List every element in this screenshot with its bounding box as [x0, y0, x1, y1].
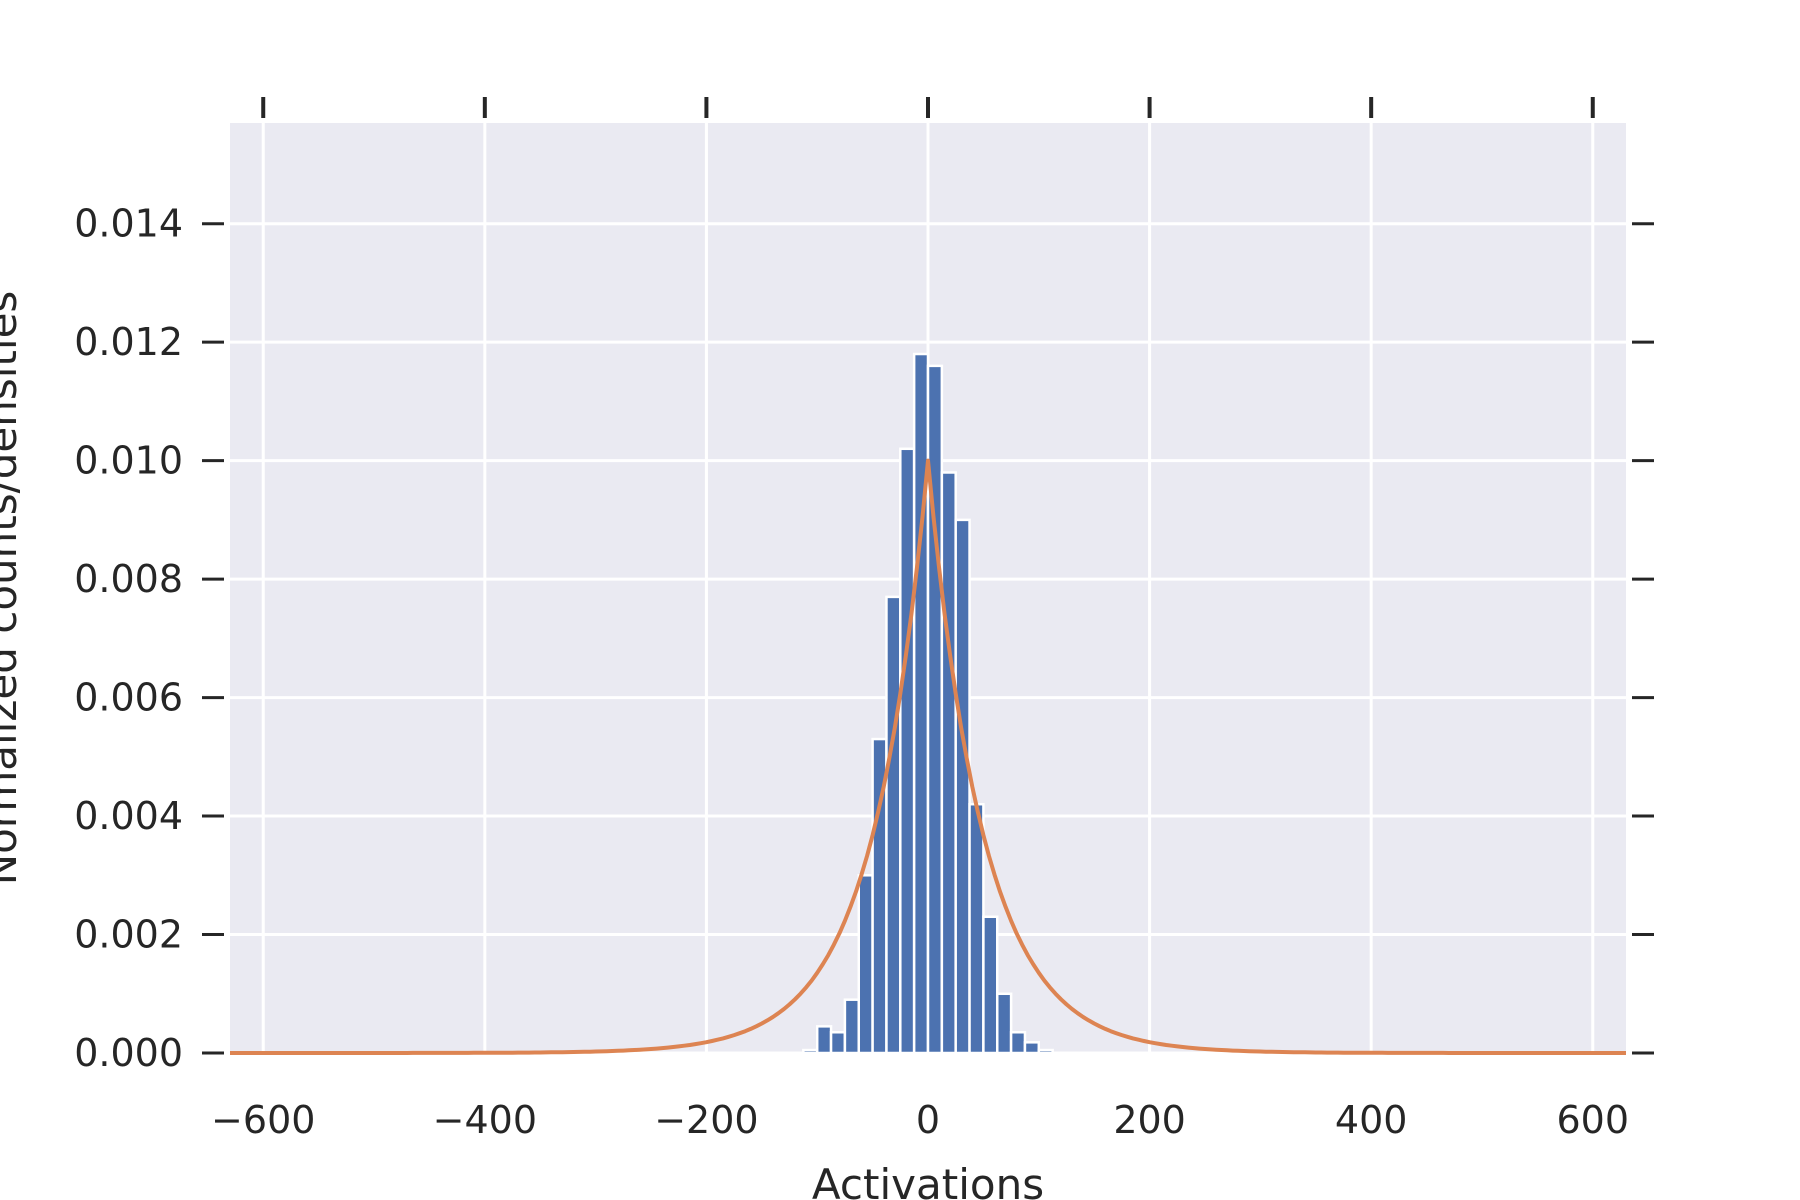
histogram-bar — [995, 992, 1013, 1055]
histogram-bar — [1023, 1041, 1041, 1055]
histogram-bar — [843, 998, 861, 1055]
histogram-bar — [968, 802, 985, 1055]
y-tick-labels: 0.000 0.002 0.004 0.006 0.008 0.010 0.012 0.014 — [74, 202, 183, 1075]
histogram-bar — [940, 471, 957, 1055]
histogram-bar — [829, 1031, 847, 1055]
histogram-bar — [815, 1025, 833, 1055]
y-tick-label: 0.014 — [74, 202, 183, 246]
x-axis-label: Activations — [812, 1160, 1044, 1200]
histogram-bar — [982, 915, 999, 1055]
y-tick-label: 0.000 — [74, 1031, 183, 1075]
x-tick-label: 400 — [1335, 1098, 1408, 1142]
y-tick-label: 0.012 — [74, 320, 183, 364]
histogram-bar — [899, 447, 916, 1055]
histogram-bar — [1037, 1048, 1054, 1055]
x-tick-labels: −600 −400 −200 0 200 400 600 — [211, 1098, 1629, 1142]
histogram-bar — [885, 595, 902, 1055]
axis-ticks — [202, 97, 1654, 1055]
density-curve — [230, 458, 1626, 1055]
x-tick-label: 600 — [1556, 1098, 1629, 1142]
histogram-bar — [802, 1048, 819, 1055]
histogram-bars — [802, 352, 1054, 1055]
y-tick-label: 0.002 — [74, 913, 183, 957]
x-tick-label: −200 — [654, 1098, 758, 1142]
y-tick-label: 0.006 — [74, 676, 183, 720]
x-tick-label: −600 — [211, 1098, 315, 1142]
x-tick-label: 0 — [916, 1098, 940, 1142]
histogram-bar — [954, 518, 971, 1055]
histogram-bar — [912, 352, 930, 1055]
x-tick-label: 200 — [1113, 1098, 1186, 1142]
y-tick-label: 0.010 — [74, 439, 183, 483]
y-axis-label: Normalized counts/densities — [0, 291, 26, 886]
y-tick-label: 0.004 — [74, 794, 183, 838]
y-tick-label: 0.008 — [74, 557, 183, 601]
histogram-bar — [1009, 1031, 1027, 1055]
x-tick-label: −400 — [433, 1098, 537, 1142]
histogram-bar — [857, 874, 874, 1055]
